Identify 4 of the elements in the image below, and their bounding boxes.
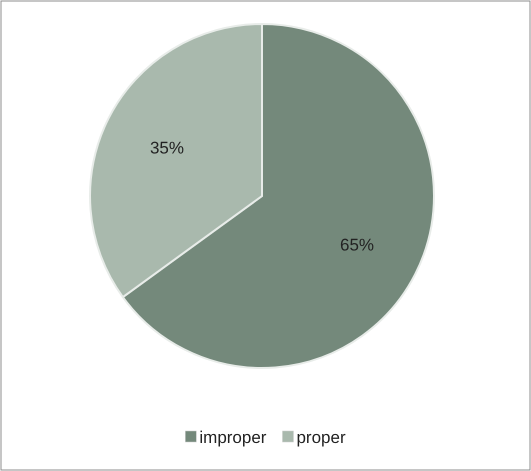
data-label: 35% xyxy=(150,138,184,158)
data-label: 65% xyxy=(340,235,374,254)
legend-label: proper xyxy=(296,428,346,447)
legend-label: improper xyxy=(199,428,267,447)
